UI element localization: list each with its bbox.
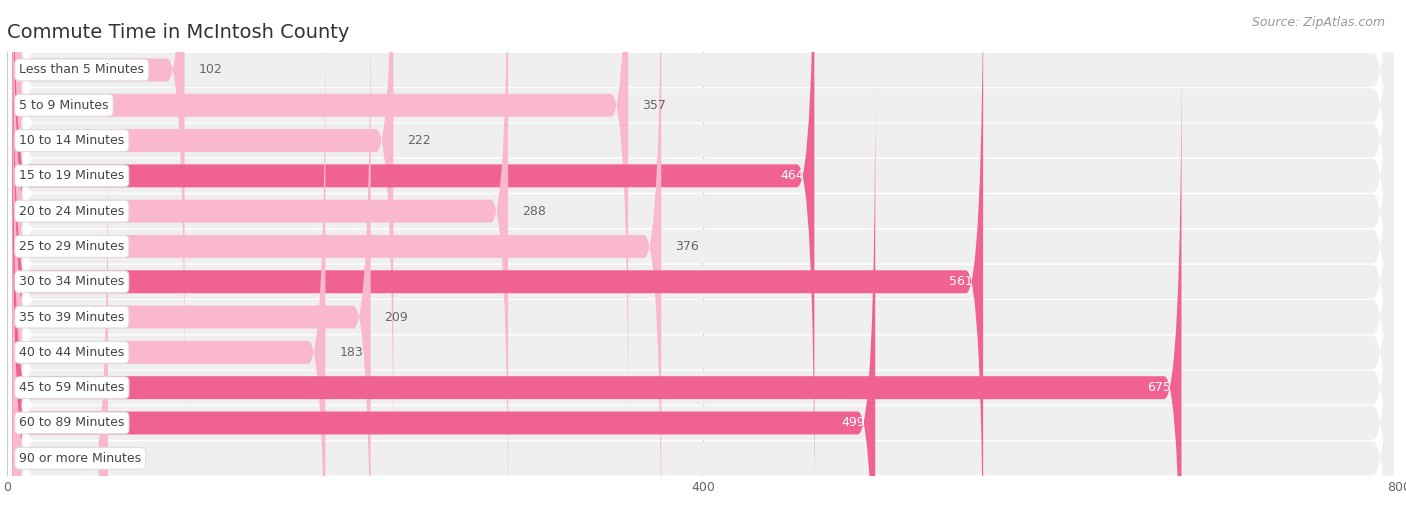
Text: 499: 499	[841, 416, 865, 429]
FancyBboxPatch shape	[13, 0, 1393, 523]
FancyBboxPatch shape	[13, 52, 1393, 523]
FancyBboxPatch shape	[13, 0, 1393, 523]
Text: 288: 288	[522, 204, 546, 218]
FancyBboxPatch shape	[13, 0, 661, 523]
Text: 561: 561	[949, 275, 973, 288]
FancyBboxPatch shape	[13, 0, 1393, 523]
Text: 20 to 24 Minutes: 20 to 24 Minutes	[20, 204, 125, 218]
FancyBboxPatch shape	[13, 0, 814, 517]
FancyBboxPatch shape	[13, 0, 628, 447]
FancyBboxPatch shape	[13, 0, 1393, 523]
FancyBboxPatch shape	[13, 16, 1393, 523]
Text: 10 to 14 Minutes: 10 to 14 Minutes	[20, 134, 125, 147]
FancyBboxPatch shape	[13, 46, 1181, 523]
Text: Commute Time in McIntosh County: Commute Time in McIntosh County	[7, 24, 350, 42]
FancyBboxPatch shape	[13, 0, 184, 412]
Text: 464: 464	[780, 169, 804, 183]
Text: Source: ZipAtlas.com: Source: ZipAtlas.com	[1251, 16, 1385, 29]
Text: 60 to 89 Minutes: 60 to 89 Minutes	[20, 416, 125, 429]
FancyBboxPatch shape	[13, 11, 325, 523]
FancyBboxPatch shape	[13, 0, 371, 523]
FancyBboxPatch shape	[13, 0, 394, 482]
FancyBboxPatch shape	[13, 0, 508, 523]
Text: 5 to 9 Minutes: 5 to 9 Minutes	[20, 99, 108, 112]
Text: 183: 183	[339, 346, 363, 359]
Text: 222: 222	[408, 134, 430, 147]
Text: 40 to 44 Minutes: 40 to 44 Minutes	[20, 346, 125, 359]
Text: 90 or more Minutes: 90 or more Minutes	[20, 452, 142, 465]
Text: 357: 357	[643, 99, 666, 112]
FancyBboxPatch shape	[13, 0, 1393, 523]
Text: 25 to 29 Minutes: 25 to 29 Minutes	[20, 240, 125, 253]
FancyBboxPatch shape	[13, 0, 1393, 512]
Text: 675: 675	[1147, 381, 1171, 394]
FancyBboxPatch shape	[13, 117, 108, 523]
Text: 30 to 34 Minutes: 30 to 34 Minutes	[20, 275, 125, 288]
Text: 35 to 39 Minutes: 35 to 39 Minutes	[20, 311, 125, 324]
Text: 45 to 59 Minutes: 45 to 59 Minutes	[20, 381, 125, 394]
FancyBboxPatch shape	[13, 0, 1393, 476]
Text: 15 to 19 Minutes: 15 to 19 Minutes	[20, 169, 125, 183]
Text: 376: 376	[675, 240, 699, 253]
FancyBboxPatch shape	[13, 0, 983, 523]
Text: 58: 58	[122, 452, 138, 465]
Text: 102: 102	[198, 63, 222, 76]
FancyBboxPatch shape	[13, 0, 1393, 523]
Text: Less than 5 Minutes: Less than 5 Minutes	[20, 63, 145, 76]
Text: 209: 209	[385, 311, 408, 324]
FancyBboxPatch shape	[13, 0, 1393, 523]
FancyBboxPatch shape	[13, 82, 876, 523]
FancyBboxPatch shape	[13, 0, 1393, 523]
